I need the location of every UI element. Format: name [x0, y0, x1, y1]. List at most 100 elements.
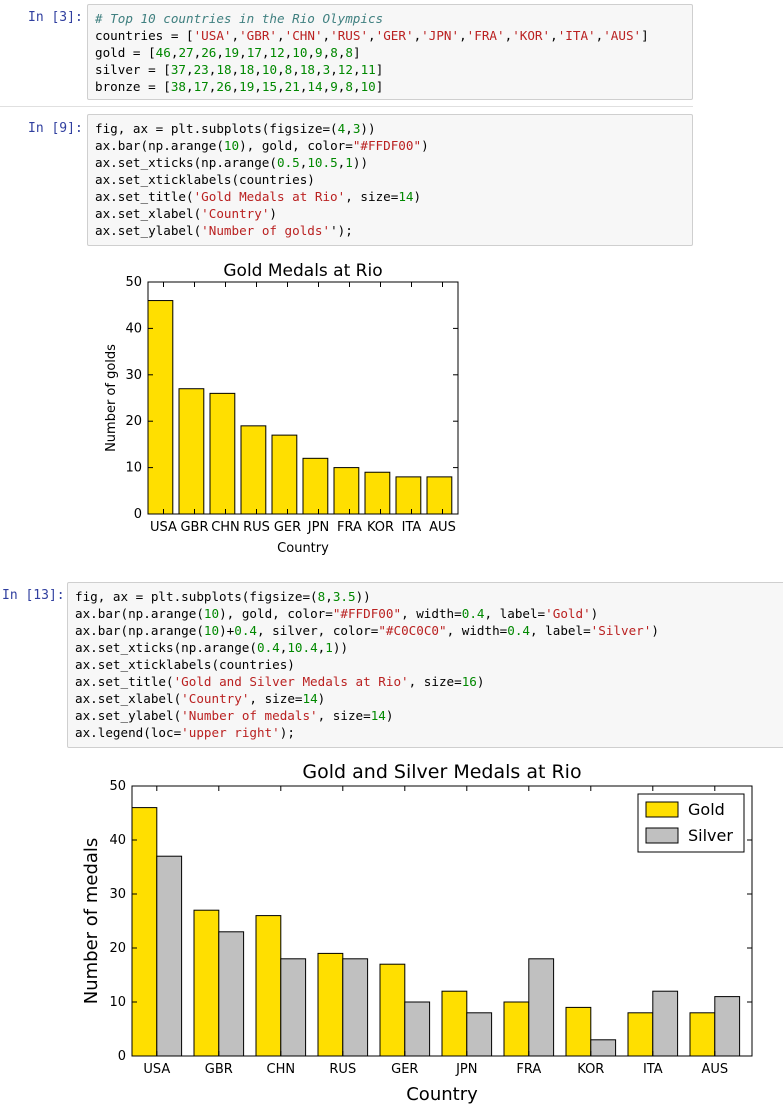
y-tick-label: 40 — [125, 321, 142, 336]
y-tick-label: 40 — [109, 833, 126, 848]
x-tick-label: ITA — [643, 1062, 663, 1077]
code-token: 10 — [261, 62, 278, 77]
code-line: ax.set_xticks(np.arange(0.5,10.5,1)) — [95, 154, 429, 171]
code-line: ax.set_xticklabels(countries) — [95, 171, 429, 188]
code-token: , — [239, 45, 247, 60]
code-token: 8 — [284, 62, 293, 77]
x-tick-label: USA — [150, 520, 177, 535]
code-token: 'Number of medals' — [181, 708, 318, 723]
bar-silver-gbr — [218, 931, 245, 1057]
code-token: , — [170, 45, 179, 60]
bar-aus — [426, 476, 453, 515]
code-token: 37 — [170, 62, 186, 77]
code-token: ) — [269, 206, 277, 221]
code-line: ax.bar(np.arange(10)+0.4, silver, color=… — [75, 622, 659, 639]
y-tick-label: 10 — [125, 461, 142, 476]
cell-divider — [0, 106, 693, 107]
code-token: , width= — [401, 606, 462, 621]
x-tick-label: AUS — [701, 1062, 728, 1077]
code-token: ) — [385, 708, 394, 723]
bar-silver-jpn — [466, 1012, 493, 1057]
code-token: 10 — [223, 138, 240, 153]
code-token: , — [284, 45, 293, 60]
bar-jpn — [302, 457, 329, 515]
code-token: , — [261, 45, 270, 60]
code-line: fig, ax = plt.subplots(figsize=(4,3)) — [95, 120, 429, 137]
x-tick-label: JPN — [455, 1062, 477, 1077]
code-line: bronze = [38,17,26,19,15,21,14,9,8,10] — [95, 78, 649, 95]
cell-2-code[interactable]: fig, ax = plt.subplots(figsize=(4,3)) ax.… — [95, 120, 429, 239]
code-token: , — [345, 121, 353, 136]
bar-gbr — [178, 388, 205, 515]
code-token: , — [368, 28, 376, 43]
code-token: ax.set_title( — [95, 189, 194, 204]
code-token: 'JPN' — [421, 28, 460, 43]
bar-chn — [209, 392, 236, 515]
code-token: 46 — [155, 45, 171, 60]
code-token: , — [231, 28, 240, 43]
chart-title: Gold Medals at Rio — [223, 261, 382, 281]
code-token: 'Number of golds' — [201, 223, 331, 238]
code-token: 17 — [193, 79, 209, 94]
code-token: 18 — [239, 62, 255, 77]
code-token: 14 — [370, 708, 386, 723]
cell-3-code[interactable]: fig, ax = plt.subplots(figsize=(8,3.5)) a… — [75, 588, 659, 741]
code-token: )) — [332, 640, 349, 655]
code-token: , — [352, 79, 361, 94]
code-token: 'GBR' — [239, 28, 278, 43]
cell-3-input[interactable] — [67, 582, 783, 748]
code-token: ] — [375, 79, 384, 94]
code-token: , — [254, 79, 262, 94]
code-token: , — [277, 28, 285, 43]
code-token: 10 — [360, 79, 376, 94]
code-line: ax.set_title('Gold Medals at Rio', size=… — [95, 188, 429, 205]
bar-gold-jpn — [441, 990, 468, 1057]
code-line: countries = ['USA','GBR','CHN','RUS','GE… — [95, 27, 649, 44]
bar-silver-aus — [714, 996, 741, 1057]
code-token: , — [279, 640, 288, 655]
cell-1-code[interactable]: # Top 10 countries in the Rio Olympics co… — [95, 10, 649, 95]
y-tick-label: 30 — [125, 368, 142, 383]
code-token: , — [186, 62, 194, 77]
cell-2-prompt: In [9]: — [28, 121, 83, 136]
code-token: 0.4 — [461, 606, 485, 621]
code-token: ), gold, color= — [239, 138, 353, 153]
chart-title: Gold and Silver Medals at Rio — [302, 761, 581, 783]
code-line: ax.set_xticks(np.arange(0.4,10.4,1)) — [75, 639, 659, 656]
code-token: ] — [375, 62, 384, 77]
code-token: , — [315, 62, 323, 77]
code-token: , — [208, 62, 217, 77]
code-token: 10.5 — [307, 155, 338, 170]
code-token: , size= — [345, 189, 399, 204]
code-token: , size= — [249, 691, 303, 706]
code-token: 23 — [193, 62, 209, 77]
code-token: gold = [ — [95, 45, 156, 60]
x-tick-label: AUS — [429, 520, 456, 535]
y-tick-label: 10 — [109, 995, 126, 1010]
code-token: 8 — [330, 45, 338, 60]
code-token: 26 — [216, 79, 232, 94]
code-token: 15 — [261, 79, 278, 94]
code-line: ax.set_ylabel('Number of medals', size=1… — [75, 707, 659, 724]
code-token: bronze = [ — [95, 79, 171, 94]
code-line: ax.set_ylabel('Number of golds''); — [95, 222, 429, 239]
code-token: , — [231, 62, 240, 77]
x-tick-label: FRA — [337, 520, 362, 535]
code-token: 10 — [292, 45, 308, 60]
code-line: ax.bar(np.arange(10), gold, color="#FFDF… — [75, 605, 659, 622]
gold-medals-chart: Gold Medals at Rio 0 10 20 30 40 50 USA GBR CHN RU… — [104, 261, 459, 556]
code-token: "#C0C0C0" — [378, 623, 447, 638]
code-token: , — [337, 155, 346, 170]
code-token: ax.bar(np.arange( — [75, 623, 204, 638]
code-token: 'RUS' — [330, 28, 369, 43]
code-token: "#FFDF00" — [332, 606, 402, 621]
code-token: 9 — [315, 45, 323, 60]
code-token: 'Gold and Silver Medals at Rio' — [173, 674, 409, 689]
cell-1-input[interactable] — [87, 4, 693, 100]
cell-2-input[interactable] — [87, 114, 693, 246]
bar-ita — [395, 476, 422, 515]
code-token: , — [352, 62, 361, 77]
code-token: 10 — [203, 623, 220, 638]
code-line: ax.set_xlabel('Country') — [95, 205, 429, 222]
code-token: ax.set_xticks(np.arange( — [75, 640, 257, 655]
